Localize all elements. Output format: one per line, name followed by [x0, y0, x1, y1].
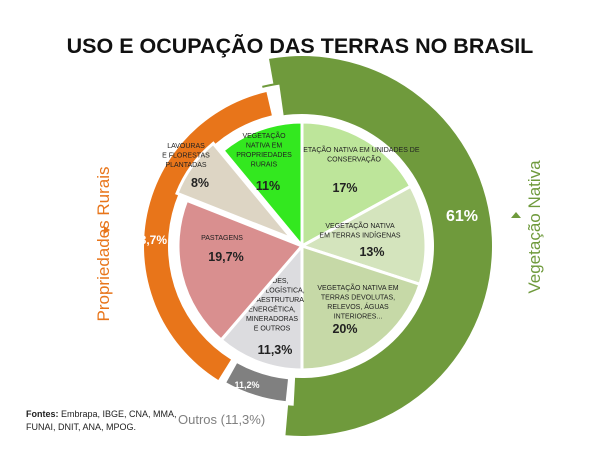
pie-slice-5 [175, 141, 294, 241]
slice-label-3-5: E OUTROS [254, 326, 291, 333]
ring-name-outros: Outros (11,3%) [178, 412, 265, 427]
slice-label-2-0: VEGETAÇÃO NATIVA EM [317, 283, 398, 292]
slice-label-0-1: CONSERVAÇÃO [327, 155, 381, 164]
slice-label-6-0: VEGETAÇÃO [242, 131, 286, 140]
sources-label: Fontes: [26, 409, 59, 419]
slice-label-6-2: PROPRIEDADES [236, 152, 292, 159]
slice-value-0: 17% [332, 181, 357, 195]
arrow-icon-rural [104, 226, 110, 234]
sources-text: Embrapa, IBGE, CNA, MMA, FUNAI, DNIT, AN… [26, 409, 177, 432]
slice-label-2-1: TERRAS DEVOLUTAS, [321, 295, 395, 302]
pie-slice-4 [176, 198, 305, 343]
slice-value-4: 19,7% [208, 250, 243, 264]
slice-label-5-2: PLANTADAS [165, 162, 206, 169]
ring-value-outros: 11,2% [234, 380, 259, 390]
slice-label-1-1: EM TERRAS INDÍGENAS [319, 231, 400, 240]
ring-name-propriedades-rurais: Propriedades Rurais [94, 167, 113, 322]
slice-label-5-1: E FLORESTAS [162, 153, 210, 160]
slice-label-4-0: PASTAGENS [201, 235, 243, 242]
ring-propriedades-rurais [144, 92, 272, 392]
ring-name-vegetacao-nativa: Vegetação Nativa [525, 160, 544, 294]
slice-label-3-2: INFRAESTRUTURA [240, 297, 304, 304]
slice-label-1-0: VEGETAÇÃO NATIVA [325, 221, 395, 230]
pie-slice-3 [219, 241, 304, 372]
ring-outros [226, 363, 288, 402]
slice-value-3: 11,3% [258, 343, 293, 357]
ring-value-vegetacao-nativa: 61% [446, 208, 478, 225]
slice-value-2: 20% [332, 322, 357, 336]
slice-label-5-0: LAVOURAS [167, 143, 205, 150]
page-title: USO E OCUPAÇÃO DAS TERRAS NO BRASIL [66, 34, 534, 58]
slice-label-2-3: INTERIORES... [334, 314, 383, 321]
slice-label-3-1: MACROLOGÍSTICA, [239, 286, 304, 295]
pie-slice-2 [300, 243, 422, 372]
slice-label-6-3: RURAIS [251, 162, 278, 169]
slice-label-2-2: RELEVOS, ÁGUAS [327, 302, 389, 311]
pie-slice-6 [220, 120, 304, 251]
slice-label-0-0: VEGETAÇÃO NATIVA EM UNIDADES DE [288, 145, 419, 154]
arrow-icon-nativa [511, 212, 521, 218]
slice-label-3-4: MINERADORAS [246, 316, 298, 323]
slice-value-1: 13% [359, 245, 384, 259]
ring-vegetacao-nativa [269, 55, 493, 436]
slice-label-6-1: NATIVA EM [246, 143, 282, 150]
pie-slice-0 [300, 120, 413, 249]
slice-value-6: 11% [256, 179, 280, 193]
sources-note: Fontes: Embrapa, IBGE, CNA, MMA, FUNAI, … [26, 408, 201, 433]
ring-value-propriedades-rurais: 38,7% [133, 233, 167, 247]
slice-label-3-3: ENERGÉTICA, [248, 305, 296, 314]
pie-slice-1 [298, 184, 428, 287]
slice-value-5: 8% [191, 176, 209, 190]
